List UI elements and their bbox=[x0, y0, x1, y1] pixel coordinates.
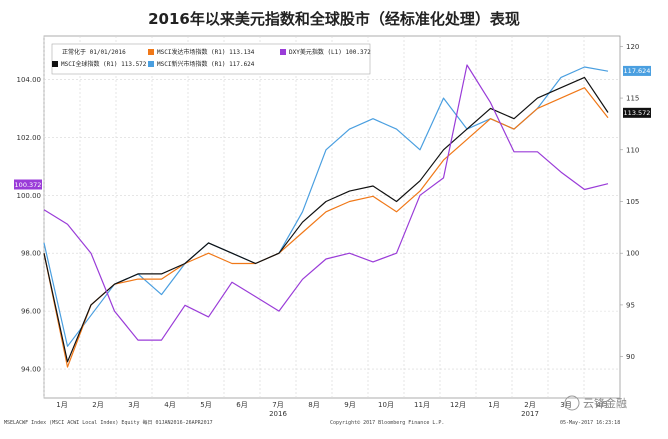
value-tags: 117.624 113.572 100.372 bbox=[14, 65, 651, 190]
watermark-text: 云锋金融 bbox=[583, 396, 627, 410]
right-tick-label: 95 bbox=[626, 301, 635, 309]
x-axis: 1月 2月 3月 4月 5月 6月 7月 8月 9月 10月 11月 12月 1月 2月 3月 4月 2016 2… bbox=[56, 401, 607, 418]
footer-timestamp: 05-May-2017 16:23:18 bbox=[560, 420, 620, 426]
value-tag bbox=[14, 179, 42, 190]
value-tag-label: 113.572 bbox=[624, 109, 651, 117]
legend: 正常化于 01/01/2016 MSCI发达市场指数 (R1) 113.134 … bbox=[51, 43, 371, 75]
left-tick-label: 98.00 bbox=[21, 250, 41, 258]
x-tick-label: 8月 bbox=[308, 401, 319, 409]
x-tick-label: 11月 bbox=[414, 401, 430, 409]
left-tick-label: 94.00 bbox=[21, 366, 41, 374]
chart-title: 2016年以来美元指数和全球股市（经标准化处理）表现 bbox=[148, 10, 520, 28]
x-tick-label: 2月 bbox=[92, 401, 103, 409]
legend-item-world: MSCI全球指数 (R1) 113.572 bbox=[61, 60, 147, 68]
x-tick-label: 12月 bbox=[450, 401, 466, 409]
series-line-2 bbox=[43, 76, 609, 363]
value-tag bbox=[623, 107, 651, 118]
legend-swatch-developed bbox=[148, 49, 154, 55]
legend-item-dxy: DXY美元指数 (L1) 100.372 bbox=[289, 48, 371, 56]
footer-copyright: Copyright© 2017 Bloomberg Finance L.P. bbox=[330, 420, 444, 426]
x-tick-label: 10月 bbox=[378, 401, 394, 409]
legend-swatch-world bbox=[52, 61, 58, 67]
grid-lines bbox=[43, 36, 620, 398]
legend-header: 正常化于 01/01/2016 bbox=[62, 48, 126, 56]
right-tick-label: 105 bbox=[626, 198, 639, 206]
right-tick-label: 100 bbox=[626, 250, 639, 258]
series-lines bbox=[43, 64, 609, 368]
legend-swatch-dxy bbox=[280, 49, 286, 55]
value-tag-label: 117.624 bbox=[624, 67, 651, 75]
x-tick-label: 1月 bbox=[56, 401, 67, 409]
right-axis: 90 95 100 105 110 115 120 bbox=[620, 43, 639, 361]
watermark-icon bbox=[564, 395, 580, 411]
x-tick-label: 3月 bbox=[128, 401, 139, 409]
value-tag bbox=[623, 65, 651, 76]
x-tick-label: 4月 bbox=[164, 401, 175, 409]
legend-swatch-emerging bbox=[148, 61, 154, 67]
right-tick-label: 120 bbox=[626, 43, 639, 51]
x-tick-label: 3月 bbox=[560, 401, 571, 409]
x-tick-label: 4月 bbox=[596, 401, 607, 409]
legend-item-developed: MSCI发达市场指数 (R1) 113.134 bbox=[157, 48, 255, 56]
right-tick-label: 110 bbox=[626, 146, 639, 154]
footer-source: MSELACWF Index (MSCI ACWI Local Index) E… bbox=[4, 419, 213, 426]
legend-item-emerging: MSCI新兴市场指数 (R1) 117.624 bbox=[157, 60, 255, 68]
series-line-3 bbox=[43, 64, 609, 341]
value-tag-label: 100.372 bbox=[15, 181, 42, 189]
x-tick-label: 6月 bbox=[236, 401, 247, 409]
legend-box bbox=[51, 43, 371, 75]
left-tick-label: 104.00 bbox=[17, 76, 42, 84]
series-line-1 bbox=[43, 87, 609, 368]
x-tick-label: 7月 bbox=[272, 401, 283, 409]
x-tick-label: 2月 bbox=[524, 401, 535, 409]
watermark: 云锋金融 bbox=[564, 395, 627, 411]
x-tick-label: 9月 bbox=[344, 401, 355, 409]
left-tick-label: 100.00 bbox=[17, 192, 42, 200]
left-axis: 94.00 96.00 98.00 100.00 102.00 104.00 bbox=[17, 76, 42, 374]
year-label: 2017 bbox=[521, 410, 539, 418]
x-tick-label: 1月 bbox=[488, 401, 499, 409]
year-label: 2016 bbox=[269, 410, 287, 418]
left-tick-label: 96.00 bbox=[21, 308, 41, 316]
x-tick-label: 5月 bbox=[200, 401, 211, 409]
left-tick-label: 102.00 bbox=[17, 134, 42, 142]
right-tick-label: 90 bbox=[626, 353, 635, 361]
right-tick-label: 115 bbox=[626, 95, 639, 103]
